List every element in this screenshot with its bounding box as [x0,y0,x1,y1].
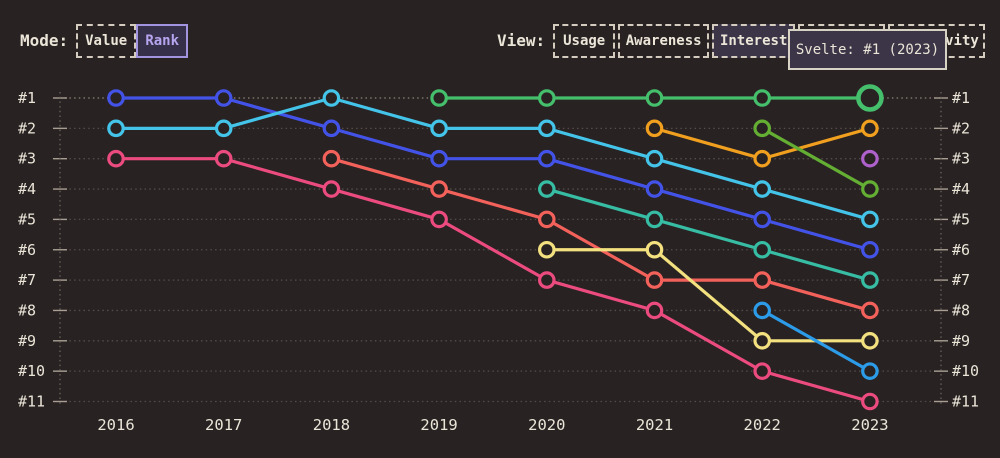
y-axis-label-left: #7 [18,271,36,289]
series-line-teal [545,187,872,282]
point-pink-2020[interactable] [537,271,556,289]
x-axis-label-2016: 2016 [97,416,134,434]
point-teal-2020[interactable] [537,180,556,198]
point-cyan-2016[interactable] [107,119,125,138]
y-axis-label-right: #4 [952,180,970,198]
x-axis-label-2023: 2023 [851,416,888,434]
point-purple-2023[interactable] [861,149,879,168]
series-line-leaf-green [760,126,872,191]
y-axis-label-right: #3 [952,150,970,168]
point-pink-2016[interactable] [107,149,125,168]
y-axis-label-left: #9 [18,332,36,350]
mode-button-value[interactable]: Value [76,24,137,58]
y-axis-label-left: #6 [18,241,36,259]
point-svelte-green-2020[interactable] [537,89,556,107]
x-axis-label-2021: 2021 [636,416,673,434]
series-line-salmon [329,157,872,313]
point-blue-2020[interactable] [537,149,556,168]
point-pink-2018[interactable] [322,180,341,198]
y-axis-label-right: #7 [952,271,970,289]
y-axis-label-right: #5 [952,210,970,228]
view-button-usage[interactable]: Usage [553,24,616,58]
point-salmon-2021[interactable] [645,271,664,289]
y-axis-label-right: #2 [952,119,970,137]
series-line-dodger-blue [760,308,872,373]
point-leaf-green-2023[interactable] [861,180,879,198]
series-line-pink [114,157,872,404]
point-svelte-green-2023[interactable] [856,84,884,112]
point-salmon-2019[interactable] [430,180,448,198]
y-axis-label-right: #8 [952,301,970,319]
y-axis-label-right: #6 [952,241,970,259]
view-button-interest[interactable]: Interest [712,24,796,58]
point-cyan-2023[interactable] [861,210,879,229]
y-axis-label-left: #10 [18,362,45,380]
point-orange-2021[interactable] [645,119,664,138]
series-line-blue [114,96,872,252]
point-cyan-2022[interactable] [753,180,771,198]
point-salmon-2022[interactable] [753,271,771,289]
mode-button-rank[interactable]: Rank [136,24,189,58]
point-cyan-2019[interactable] [430,119,448,138]
point-blue-2023[interactable] [861,240,879,259]
y-axis-label-right: #1 [952,89,970,107]
point-pink-2019[interactable] [430,210,448,229]
point-cyan-2017[interactable] [214,119,233,138]
x-axis-label-2018: 2018 [313,416,350,434]
mode-label: Mode: [20,31,69,50]
point-dodger-blue-2023[interactable] [861,362,879,380]
view-label: View: [497,31,546,50]
point-teal-2022[interactable] [753,240,771,259]
y-axis-label-left: #2 [18,119,36,137]
point-salmon-2020[interactable] [537,210,556,229]
point-cyan-2020[interactable] [537,119,556,138]
y-axis-label-left: #8 [18,301,36,319]
series-line-cyan [114,96,872,221]
point-yellow-2021[interactable] [645,240,664,259]
point-orange-2022[interactable] [753,149,771,168]
point-cyan-2021[interactable] [645,149,664,168]
point-svelte-green-2021[interactable] [645,89,664,107]
mode-toggle-group: Mode: Value Rank [20,24,189,58]
point-blue-2019[interactable] [430,149,448,168]
y-axis-label-right: #11 [952,393,979,411]
point-salmon-2018[interactable] [322,149,341,168]
point-salmon-2023[interactable] [861,301,879,320]
point-leaf-green-2022[interactable] [753,119,771,138]
point-blue-2022[interactable] [753,210,771,229]
y-axis-label-left: #4 [18,180,36,198]
point-pink-2023[interactable] [861,392,879,411]
point-orange-2023[interactable] [861,119,879,138]
point-teal-2021[interactable] [645,210,664,229]
point-yellow-2020[interactable] [537,240,556,259]
x-axis-label-2019: 2019 [420,416,457,434]
y-axis-label-left: #11 [18,393,45,411]
y-axis-label-left: #3 [18,150,36,168]
y-axis-label-left: #5 [18,210,36,228]
y-axis-label-right: #9 [952,332,970,350]
point-blue-2016[interactable] [107,89,125,107]
tooltip: Svelte: #1 (2023) [788,29,947,70]
view-button-awareness[interactable]: Awareness [618,24,710,58]
point-teal-2023[interactable] [861,271,879,289]
y-axis-label-right: #10 [952,362,979,380]
x-axis-label-2017: 2017 [205,416,242,434]
point-svelte-green-2022[interactable] [753,89,771,107]
point-yellow-2022[interactable] [753,331,771,350]
point-dodger-blue-2022[interactable] [753,301,771,320]
point-blue-2018[interactable] [322,119,341,138]
y-axis-label-left: #1 [18,89,36,107]
point-cyan-2018[interactable] [322,89,341,107]
point-pink-2022[interactable] [753,362,771,380]
x-axis-label-2022: 2022 [744,416,781,434]
point-blue-2017[interactable] [214,89,233,107]
point-blue-2021[interactable] [645,180,664,198]
point-yellow-2023[interactable] [861,331,879,350]
x-axis-label-2020: 2020 [528,416,565,434]
point-pink-2017[interactable] [214,149,233,168]
point-pink-2021[interactable] [645,301,664,320]
point-svelte-green-2019[interactable] [430,89,448,107]
